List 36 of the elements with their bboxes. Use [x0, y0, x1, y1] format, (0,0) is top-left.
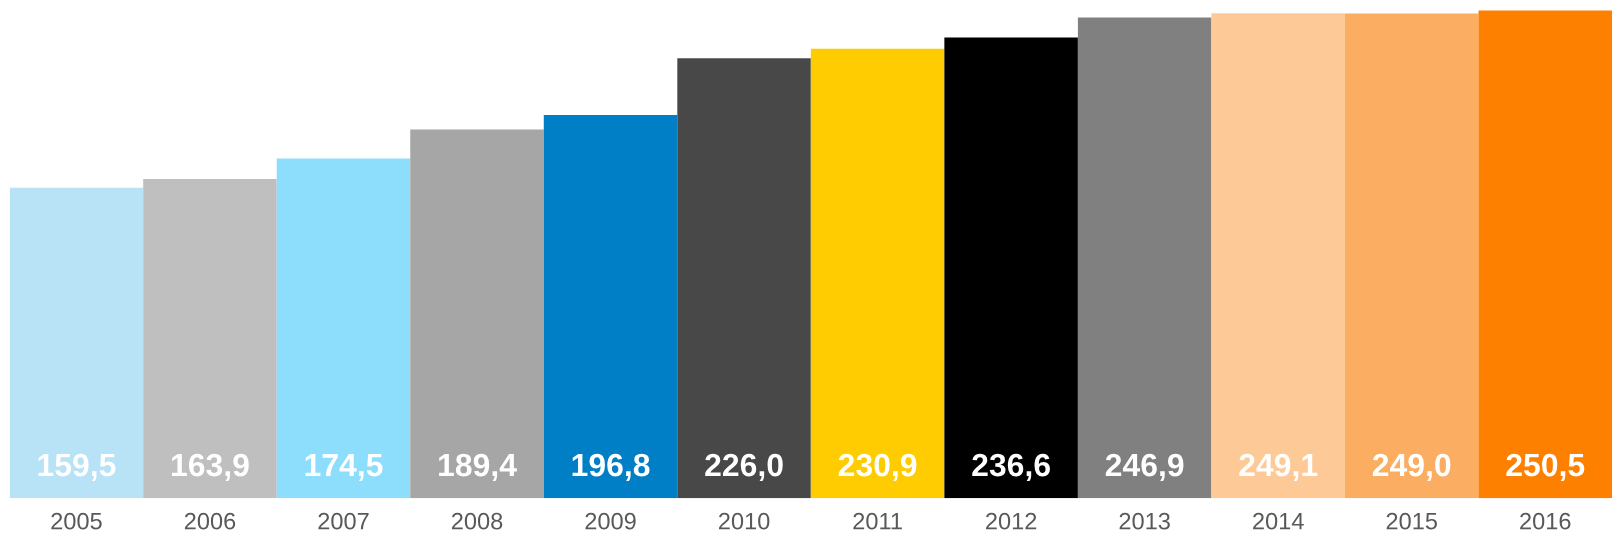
- bar: [543, 115, 678, 499]
- bar: [944, 37, 1078, 499]
- x-tick-label: 2010: [719, 512, 770, 530]
- data-label: 249,0: [1372, 453, 1451, 482]
- x-tick-label: 2005: [51, 512, 102, 530]
- data-label: 189,4: [439, 453, 517, 482]
- x-tick-label: 2011: [853, 512, 902, 530]
- bar: [810, 48, 945, 499]
- data-label: 174,5: [305, 454, 383, 482]
- bar: [276, 158, 411, 499]
- data-label: 196,8: [572, 453, 650, 482]
- x-tick-label: 2006: [184, 512, 236, 530]
- bar: [410, 129, 544, 499]
- x-tick-label: 2015: [1386, 512, 1437, 530]
- data-label: 236,6: [972, 453, 1050, 482]
- x-tick-label: 2008: [451, 512, 503, 530]
- bar: [1211, 13, 1345, 499]
- x-tick-label: 2016: [1520, 512, 1571, 530]
- data-label: 159,5: [38, 453, 116, 482]
- x-tick-label: 2014: [1253, 512, 1304, 530]
- bar: [677, 58, 811, 499]
- data-label: 226,0: [705, 453, 783, 482]
- data-label: 250,5: [1506, 453, 1585, 482]
- x-tick-label: 2009: [585, 512, 636, 530]
- data-label: 246,9: [1105, 453, 1184, 482]
- data-label: 249,1: [1239, 453, 1318, 482]
- bar: [1344, 13, 1479, 499]
- x-tick-label: 2013: [1119, 512, 1170, 530]
- x-tick-label: 2007: [318, 512, 369, 530]
- data-label: 230,9: [838, 453, 917, 482]
- bar: [1478, 10, 1612, 499]
- bar: [143, 179, 277, 499]
- x-tick-label: 2012: [986, 512, 1037, 530]
- data-label: 163,9: [172, 453, 249, 482]
- bar: [1077, 17, 1212, 499]
- bar: [9, 187, 144, 499]
